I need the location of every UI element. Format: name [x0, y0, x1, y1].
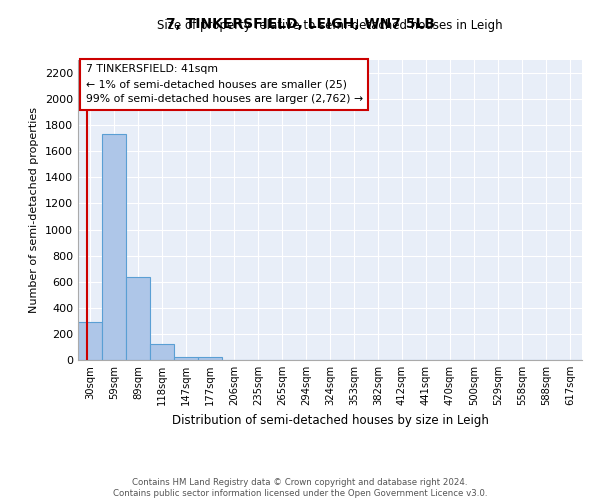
Bar [150, 344, 174, 360]
Bar [174, 356, 198, 360]
Bar [198, 356, 222, 360]
Y-axis label: Number of semi-detached properties: Number of semi-detached properties [29, 107, 40, 313]
X-axis label: Distribution of semi-detached houses by size in Leigh: Distribution of semi-detached houses by … [172, 414, 488, 426]
Title: Size of property relative to semi-detached houses in Leigh: Size of property relative to semi-detach… [157, 20, 503, 32]
Text: 7, TINKERSFIELD, LEIGH, WN7 5LB: 7, TINKERSFIELD, LEIGH, WN7 5LB [166, 18, 434, 32]
Bar [102, 134, 126, 360]
Bar [126, 276, 150, 360]
Bar [78, 322, 102, 360]
Text: Contains HM Land Registry data © Crown copyright and database right 2024.
Contai: Contains HM Land Registry data © Crown c… [113, 478, 487, 498]
Text: 7 TINKERSFIELD: 41sqm
← 1% of semi-detached houses are smaller (25)
99% of semi-: 7 TINKERSFIELD: 41sqm ← 1% of semi-detac… [86, 64, 362, 104]
